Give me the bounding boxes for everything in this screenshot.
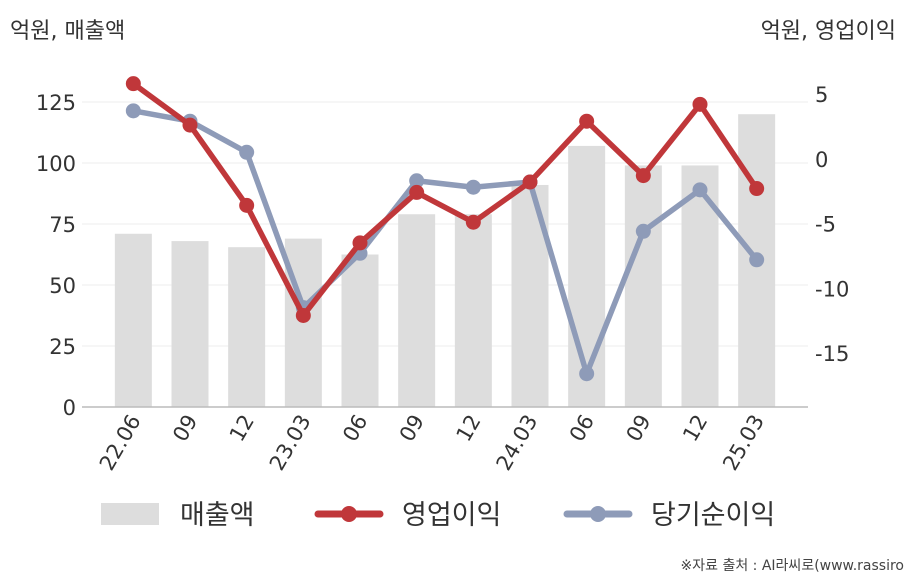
right-axis-ticks: -15 -10 -5 0 5 [815,83,849,366]
x-tick-label: 12 [452,411,486,446]
bar [624,165,662,407]
data-point [749,252,765,268]
left-tick-label: 50 [49,274,76,298]
data-point [409,173,425,189]
right-tick-label: 5 [815,83,828,107]
x-tick-label: 09 [168,411,202,446]
bar [114,233,152,407]
legend-swatch-bar [101,503,159,525]
bar [171,241,209,407]
x-tick-label: 24.03 [491,411,542,475]
data-point [579,113,595,129]
line-series [125,76,765,382]
data-point [465,179,481,195]
data-point [239,197,255,213]
right-tick-label: -10 [815,277,849,301]
bar [341,254,379,407]
left-axis-title: 억원, 매출액 [10,19,125,44]
series-line [130,80,760,319]
left-tick-label: 25 [49,335,76,359]
series-line [130,108,760,377]
x-tick-label: 12 [678,411,712,446]
x-tick-label: 22.06 [95,411,146,475]
data-point [692,182,708,198]
data-point [409,184,425,200]
data-point [579,366,595,382]
x-tick-label: 12 [225,411,259,446]
legend-label-op: 영업이익 [402,500,501,531]
left-axis-ticks: 0 25 50 75 100 125 [36,91,76,420]
bar [568,145,606,408]
bar [454,214,492,407]
data-point [465,214,481,230]
legend: 매출액 영업이익 당기순이익 [101,500,775,531]
data-point [125,103,141,119]
source-note: ※자료 출처 : AI라씨로(www.rassiro [681,558,904,574]
x-axis-ticks: 22.06 09 12 23.03 06 09 12 24.03 06 09 12 25.03 [95,411,769,475]
data-point [182,117,198,133]
right-tick-label: -15 [815,342,849,366]
data-point [239,144,255,160]
left-tick-label: 100 [36,152,76,176]
legend-label-net: 당기순이익 [651,500,775,531]
data-point [635,168,651,184]
data-point [635,223,651,239]
data-point [749,181,765,197]
right-axis-title: 억원, 영업이익 [761,19,896,44]
data-point [352,235,368,251]
right-tick-label: 0 [815,148,828,172]
left-tick-label: 75 [49,213,76,237]
legend-marker-op [341,506,357,522]
legend-label-revenue: 매출액 [180,500,255,531]
data-point [692,96,708,112]
data-point [522,174,538,190]
data-point [125,76,141,92]
bar [398,214,436,407]
x-tick-label: 09 [395,411,429,446]
bar-series [114,114,776,408]
left-tick-label: 125 [36,91,76,115]
x-tick-label: 06 [565,411,599,446]
data-point [295,307,311,323]
right-tick-label: -5 [815,213,836,237]
x-tick-label: 25.03 [718,411,769,475]
legend-marker-net [590,506,606,522]
x-tick-label: 09 [622,411,656,446]
bar [228,247,266,407]
left-tick-label: 0 [63,396,76,420]
x-tick-label: 06 [338,411,372,446]
x-tick-label: 23.03 [265,411,316,475]
